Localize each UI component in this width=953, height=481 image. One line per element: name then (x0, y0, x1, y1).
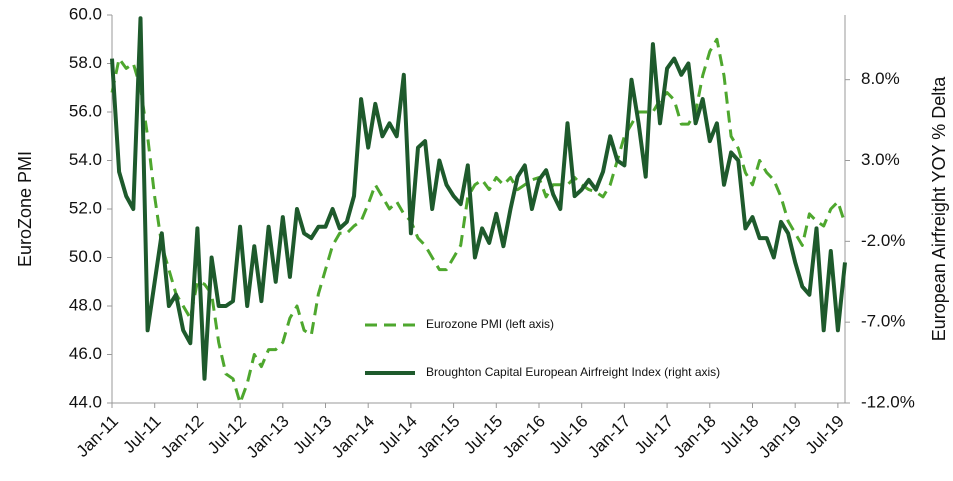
y2-tick-label: -12.0% (861, 392, 915, 411)
x-tick-label: Jan-19 (755, 412, 805, 462)
legend-label: Broughton Capital European Airfreight In… (426, 365, 720, 379)
x-tick-label: Jul-13 (289, 412, 335, 458)
legend-label: Eurozone PMI (left axis) (426, 317, 554, 331)
y2-tick-label: 3.0% (861, 150, 900, 169)
y-tick-label: 44.0 (69, 392, 102, 411)
y2-tick-label: -2.0% (861, 231, 905, 250)
x-tick-label: Jul-14 (375, 412, 421, 458)
x-tick-label: Jul-17 (631, 412, 677, 458)
x-tick-label: Jan-11 (73, 412, 122, 461)
x-tick-label: Jan-18 (670, 412, 720, 462)
x-tick-label: Jul-12 (204, 412, 250, 458)
y-tick-label: 52.0 (69, 198, 102, 217)
y2-axis-title: European Airfreight YOY % Delta (929, 76, 949, 341)
x-tick-label: Jul-19 (802, 412, 848, 458)
x-tick-label: Jan-14 (328, 412, 378, 462)
y-tick-label: 50.0 (69, 247, 102, 266)
y2-tick-label: -7.0% (861, 312, 905, 331)
x-tick-label: Jan-17 (584, 412, 634, 462)
y2-tick-label: 8.0% (861, 69, 900, 88)
x-tick-label: Jul-15 (460, 412, 506, 458)
y-tick-label: 60.0 (69, 4, 102, 23)
x-tick-label: Jan-12 (157, 412, 207, 462)
y-axis-title: EuroZone PMI (15, 151, 35, 267)
x-tick-label: Jul-16 (546, 412, 592, 458)
x-tick-label: Jan-15 (413, 412, 463, 462)
x-tick-label: Jul-18 (716, 412, 762, 458)
data-line (110, 37, 847, 405)
y-tick-label: 46.0 (69, 344, 102, 363)
x-tick-label: Jan-16 (499, 412, 549, 462)
y-tick-label: 58.0 (69, 53, 102, 72)
data-line (110, 16, 847, 381)
x-tick-label: Jan-13 (243, 412, 293, 462)
y-tick-label: 48.0 (69, 295, 102, 314)
y-tick-label: 56.0 (69, 101, 102, 120)
y-tick-label: 54.0 (69, 150, 102, 169)
